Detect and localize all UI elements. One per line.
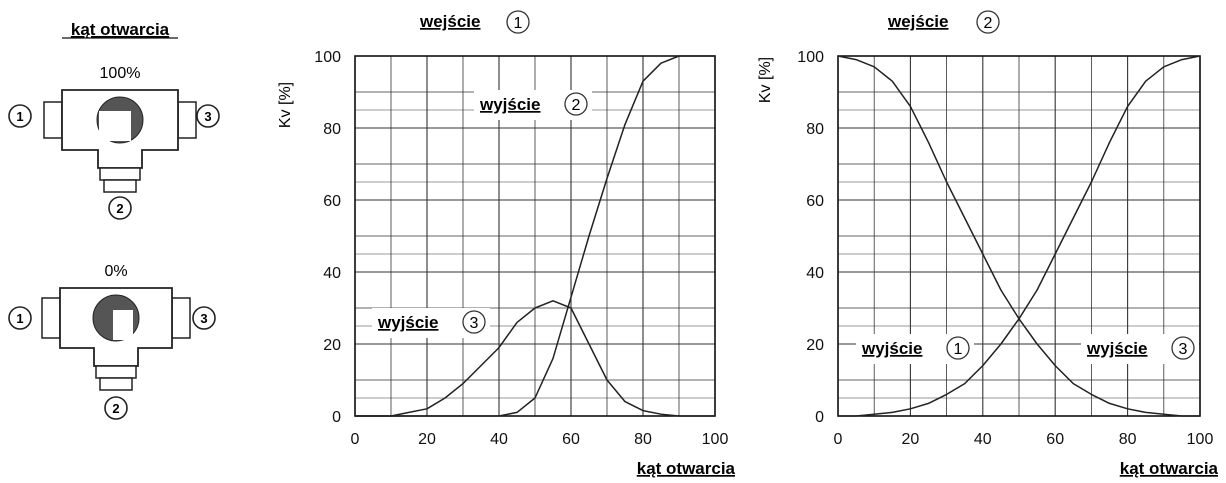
chart2-xtick: 80	[1119, 431, 1137, 448]
chart1-xtick: 40	[490, 431, 508, 448]
chart2-annotation-port-circle	[1171, 336, 1195, 360]
chart2-xtick: 100	[1187, 431, 1214, 448]
chart2-ytick: 20	[806, 337, 824, 354]
chart1-ylabel: Kv [%]	[277, 82, 294, 128]
chart1-annotation-out2: wyjście	[479, 95, 541, 114]
chart1-annotation-port-3: 3	[470, 315, 479, 332]
chart1-xtick: 20	[418, 431, 436, 448]
chart1-xtick: 60	[562, 431, 580, 448]
chart2-xlabel: kąt otwarcia	[1120, 459, 1219, 478]
chart2-annotation-port-circle	[946, 336, 970, 360]
port-1-closed: 1	[16, 311, 23, 326]
port-2-open: 2	[116, 201, 123, 216]
chart2-title-port: 2	[984, 15, 993, 32]
chart1-title: wejście	[419, 12, 481, 31]
chart2-annotation-port-1: 1	[954, 341, 963, 358]
chart1-ytick: 0	[332, 409, 341, 426]
valve-open: 100% 1 3 2	[8, 65, 220, 220]
chart2-series-out1	[837, 55, 1200, 417]
chart1-annotation-port-circle	[462, 310, 486, 334]
chart1-title-port: 1	[514, 15, 523, 32]
chart1-xtick: 100	[702, 431, 729, 448]
port-1-open: 1	[16, 109, 23, 124]
chart2-xtick: 20	[902, 431, 920, 448]
valve-closed-label: 0%	[104, 263, 127, 280]
chart1-annotation-out3: wyjście	[377, 313, 439, 332]
chart1-ytick: 40	[323, 265, 341, 282]
valve-closed: 0% 1 3 2	[8, 263, 216, 420]
chart2-ytick: 80	[806, 121, 824, 138]
chart2-annotation-bg	[1081, 334, 1199, 364]
valve-open-label: 100%	[100, 65, 141, 82]
chart2-xtick: 0	[834, 431, 843, 448]
chart1-series-out2	[355, 55, 715, 417]
chart1-series-out3	[355, 300, 715, 417]
chart2-xtick: 40	[974, 431, 992, 448]
chart2-title: wejście	[887, 12, 949, 31]
chart2-ytick: 0	[815, 409, 824, 426]
chart2-annotation-port-3: 3	[1179, 341, 1188, 358]
chart2-ytick: 100	[797, 49, 824, 66]
chart1-xtick: 0	[351, 431, 360, 448]
chart1-ytick: 100	[314, 49, 341, 66]
chart1-ytick: 20	[323, 337, 341, 354]
chart2-ylabel: Kv [%]	[757, 57, 774, 103]
chart2-series-out3	[838, 55, 1201, 417]
port-2-closed: 2	[112, 401, 119, 416]
chart2-plot-frame	[837, 55, 1201, 417]
chart1-xtick: 80	[634, 431, 652, 448]
chart2-annotation-out3: wyjście	[1086, 339, 1148, 358]
chart2-ytick: 40	[806, 265, 824, 282]
valve-schematics: kąt otwarcia 100% 1 3 2 0% 1 3 2	[8, 20, 220, 420]
chart1-annotation-port-2: 2	[572, 97, 581, 114]
schematic-title: kąt otwarcia	[71, 20, 170, 39]
chart2-ytick: 60	[806, 193, 824, 210]
chart1-xlabel: kąt otwarcia	[637, 459, 736, 478]
chart1-ytick: 80	[323, 121, 341, 138]
chart1-annotation-bg	[372, 308, 490, 338]
chart1-annotation-bg	[474, 90, 592, 120]
port-3-open: 3	[204, 109, 211, 124]
port-3-closed: 3	[200, 311, 207, 326]
chart1-plot-frame	[354, 55, 716, 417]
chart2-annotation-out1: wyjście	[861, 339, 923, 358]
chart2-annotation-bg	[856, 334, 974, 364]
chart1-annotation-port-circle	[564, 92, 588, 116]
chart2-xtick: 60	[1046, 431, 1064, 448]
chart1-ytick: 60	[323, 193, 341, 210]
